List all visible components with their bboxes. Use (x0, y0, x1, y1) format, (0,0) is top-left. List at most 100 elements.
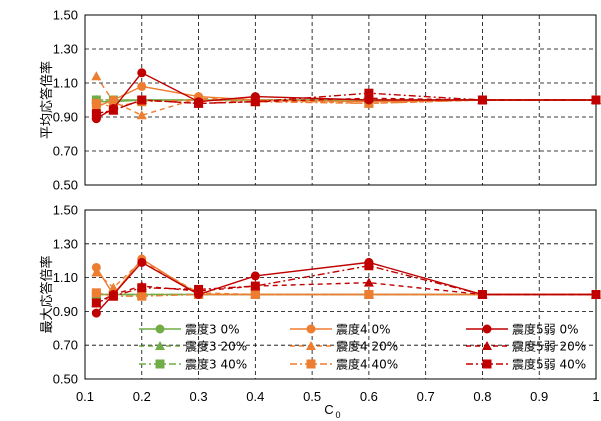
legend-label: 震度3 0% (185, 322, 240, 337)
y-tick-label: 0.90 (53, 110, 78, 125)
data-point (477, 95, 487, 105)
x-tick-label: 0.6 (360, 389, 378, 404)
x-tick-label: 0.7 (417, 389, 435, 404)
y-axis-title: 最大応答倍率 (39, 255, 55, 333)
series-震度5弱 40% (91, 88, 601, 119)
data-point (108, 282, 119, 292)
data-point (137, 68, 147, 78)
legend-entry: 震度5弱 40% (466, 357, 586, 372)
x-axis-title: C (324, 402, 333, 417)
legend-label: 震度4 40% (336, 357, 398, 372)
series-震度5弱 40% (91, 261, 601, 308)
data-point (363, 277, 374, 287)
series-line (96, 99, 596, 108)
data-point (91, 298, 101, 308)
y-tick-label: 0.70 (53, 144, 78, 159)
data-point (250, 97, 260, 107)
data-point (137, 95, 147, 105)
series-line (95, 261, 596, 314)
data-point (137, 81, 147, 91)
data-point (250, 271, 260, 281)
data-point (137, 291, 147, 301)
series-震度5弱 0% (91, 68, 601, 124)
y-tick-label: 1.30 (53, 236, 78, 251)
series-line (95, 259, 596, 296)
data-point (108, 291, 118, 301)
legend-entry: 震度3 0% (139, 322, 240, 337)
data-point (137, 283, 147, 293)
data-point (91, 71, 102, 81)
data-point (91, 262, 101, 272)
maximum-response-panel: 1.50 1.30 1.10 0.90 0.70 0.50 最大応答倍率 (39, 203, 601, 387)
legend-entry: 震度3 20% (139, 339, 247, 354)
y-tick-label: 1.50 (53, 8, 78, 23)
data-point (91, 109, 101, 119)
series-震度5弱 20% (91, 277, 601, 307)
legend-entry: 震度5弱 20% (466, 339, 586, 354)
y-tick-label: 0.90 (53, 304, 78, 319)
x-tick-label: 0.8 (473, 389, 491, 404)
data-point (364, 290, 374, 299)
data-point (591, 95, 601, 105)
legend-label: 震度5弱 0% (512, 322, 579, 337)
legend-marker (155, 359, 165, 369)
x-tick-label: 0.4 (246, 389, 264, 404)
legend-entry: 震度5弱 0% (466, 322, 579, 337)
series-震度4 40% (91, 95, 601, 112)
c0-axis: 0.1 0.2 0.3 0.4 0.5 0.6 0.7 0.8 0.9 1 C 0 (76, 389, 600, 420)
legend-marker (306, 324, 316, 334)
series-line (96, 265, 596, 304)
data-point (91, 98, 101, 108)
series-line (95, 75, 596, 117)
data-point (591, 290, 601, 299)
data-point (194, 98, 204, 108)
x-tick-label: 0.9 (530, 389, 548, 404)
legend-marker (306, 359, 316, 369)
data-point (91, 308, 101, 318)
x-tick-label: 1 (592, 389, 599, 404)
legend-marker (306, 341, 316, 350)
y-tick-label: 1.30 (53, 42, 78, 57)
legend-label: 震度4 0% (336, 322, 391, 337)
legend-label: 震度5弱 20% (512, 339, 586, 354)
x-tick-label: 0.3 (190, 389, 208, 404)
legend-entry: 震度4 40% (290, 357, 398, 372)
series-line (96, 97, 596, 116)
legend-entry: 震度4 0% (290, 322, 391, 337)
x-axis-title-subscript: 0 (335, 410, 340, 420)
y-tick-label: 1.10 (53, 76, 78, 91)
legend-label: 震度4 20% (336, 339, 398, 354)
data-point (364, 88, 374, 98)
series-line (95, 71, 596, 120)
y-tick-label: 1.10 (53, 270, 78, 285)
legend-label: 震度3 20% (185, 339, 247, 354)
series-line (96, 292, 596, 297)
legend-entry: 震度3 40% (139, 357, 247, 372)
series-震度4 20% (91, 71, 601, 120)
legend-marker (155, 324, 165, 334)
legend-entry: 震度4 20% (290, 339, 398, 354)
y-tick-label: 0.70 (53, 338, 78, 353)
data-point (136, 110, 147, 120)
data-point (477, 290, 487, 299)
legend-marker (155, 341, 165, 350)
x-tick-label: 0.5 (303, 389, 321, 404)
y-axis-title: 平均応答倍率 (39, 61, 55, 139)
legend-label: 震度3 40% (185, 357, 247, 372)
y-tick-label: 1.50 (53, 203, 78, 218)
legend-marker (482, 359, 492, 369)
x-tick-label: 0.2 (133, 389, 151, 404)
data-point (250, 281, 260, 291)
data-point (363, 93, 374, 103)
data-point (91, 288, 101, 298)
y-tick-label: 0.50 (53, 372, 78, 387)
data-point (250, 290, 260, 299)
average-response-panel: 1.50 1.30 1.10 0.90 0.70 0.50 平均応答倍率 (39, 8, 601, 193)
x-tick-label: 0.1 (76, 389, 94, 404)
data-point (194, 284, 204, 294)
series-震度5弱 20% (91, 93, 601, 120)
data-point (108, 105, 118, 115)
data-point (137, 257, 147, 267)
chart-legend: 震度3 0% 震度3 20% 震度3 40% 震度4 0% 震度4 20% 震度4 40%… (139, 322, 586, 372)
